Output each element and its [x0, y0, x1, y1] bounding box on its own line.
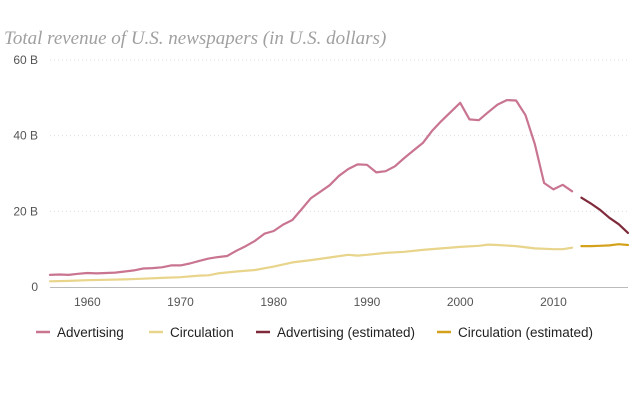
series: [48, 99, 630, 283]
y-tick-label: 20 B: [13, 204, 38, 218]
x-tick-label: 1970: [167, 295, 194, 309]
chart-title: Total revenue of U.S. newspapers (in U.S…: [4, 28, 386, 49]
x-tick-label: 2010: [540, 295, 567, 309]
legend-label: Advertising (estimated): [277, 325, 415, 340]
legend-label: Circulation: [170, 325, 234, 340]
series-line-0: [48, 99, 574, 276]
y-axis-tick-labels: 0 20 B 40 B 60 B: [13, 53, 38, 294]
x-tick-label: 1980: [260, 295, 287, 309]
series-line-1: [48, 243, 574, 283]
legend-label: Circulation (estimated): [458, 325, 593, 340]
x-tick-label: 1960: [74, 295, 101, 309]
legend: Advertising Circulation Advertising (estim…: [36, 325, 593, 340]
grid: [50, 59, 628, 212]
y-tick-label: 60 B: [13, 53, 38, 67]
x-tick-label: 2000: [447, 295, 474, 309]
y-tick-label: 40 B: [13, 129, 38, 143]
x-axis-tick-labels: 1960 1970 1980 1990 2000 2010: [74, 295, 567, 309]
series-line-2: [580, 196, 630, 234]
y-tick-label: 0: [31, 280, 38, 294]
x-tick-label: 1990: [354, 295, 381, 309]
series-line-3: [580, 243, 630, 248]
legend-label: Advertising: [57, 325, 124, 340]
